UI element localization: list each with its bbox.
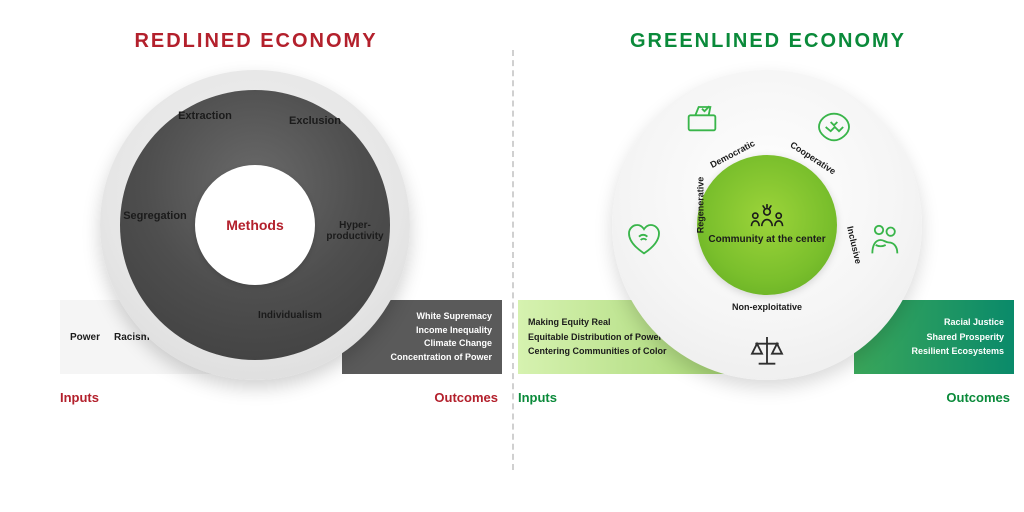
outcome-re: Resilient Ecosystems — [911, 344, 1004, 358]
input-ccc: Centering Communities of Color — [528, 344, 667, 358]
hug-icon — [862, 218, 906, 262]
right-title: GREENLINED ECONOMY — [512, 30, 1024, 53]
outcome-rj: Racial Justice — [944, 315, 1004, 329]
right-panel: GREENLINED ECONOMY Community at the cent… — [512, 0, 1024, 512]
outcome-sp: Shared Prosperity — [926, 330, 1004, 344]
ring-label-regenerative: Regenerative — [695, 177, 705, 234]
community-people-icon — [747, 204, 787, 230]
input-power: Power — [70, 332, 100, 343]
ring-label-hyperproductivity: Hyper- productivity — [310, 220, 400, 242]
left-inputs-label: Inputs — [60, 390, 99, 405]
left-panel: REDLINED ECONOMY Methods Extraction Excl… — [0, 0, 512, 512]
ballot-box-icon — [680, 95, 724, 139]
left-outcomes-label: Outcomes — [434, 390, 498, 405]
scales-icon — [745, 330, 789, 374]
right-center-circle: Community at the center — [697, 155, 837, 295]
infographic-container: REDLINED ECONOMY Methods Extraction Excl… — [0, 0, 1024, 512]
left-center-label: Methods — [226, 217, 284, 233]
outcome-cp: Concentration of Power — [390, 351, 492, 365]
input-edp: Equitable Distribution of Power — [528, 330, 662, 344]
left-title: REDLINED ECONOMY — [0, 30, 512, 53]
heart-leaf-icon — [622, 218, 666, 262]
ring-label-segregation: Segregation — [110, 210, 200, 222]
outcome-cc: Climate Change — [424, 337, 492, 351]
ring-label-extraction: Extraction — [160, 110, 250, 122]
right-center-label: Community at the center — [708, 234, 825, 246]
left-center-circle: Methods — [195, 165, 315, 285]
right-outcomes-label: Outcomes — [946, 390, 1010, 405]
right-inputs-label: Inputs — [518, 390, 557, 405]
outcome-ws: White Supremacy — [416, 310, 492, 324]
ring-label-exclusion: Exclusion — [270, 115, 360, 127]
input-mer: Making Equity Real — [528, 315, 611, 329]
handshake-icon — [812, 105, 856, 149]
ring-label-nonexploitative: Non-exploitative — [732, 302, 802, 312]
outcome-ii: Income Inequality — [416, 324, 492, 338]
ring-label-individualism: Individualism — [245, 310, 335, 321]
